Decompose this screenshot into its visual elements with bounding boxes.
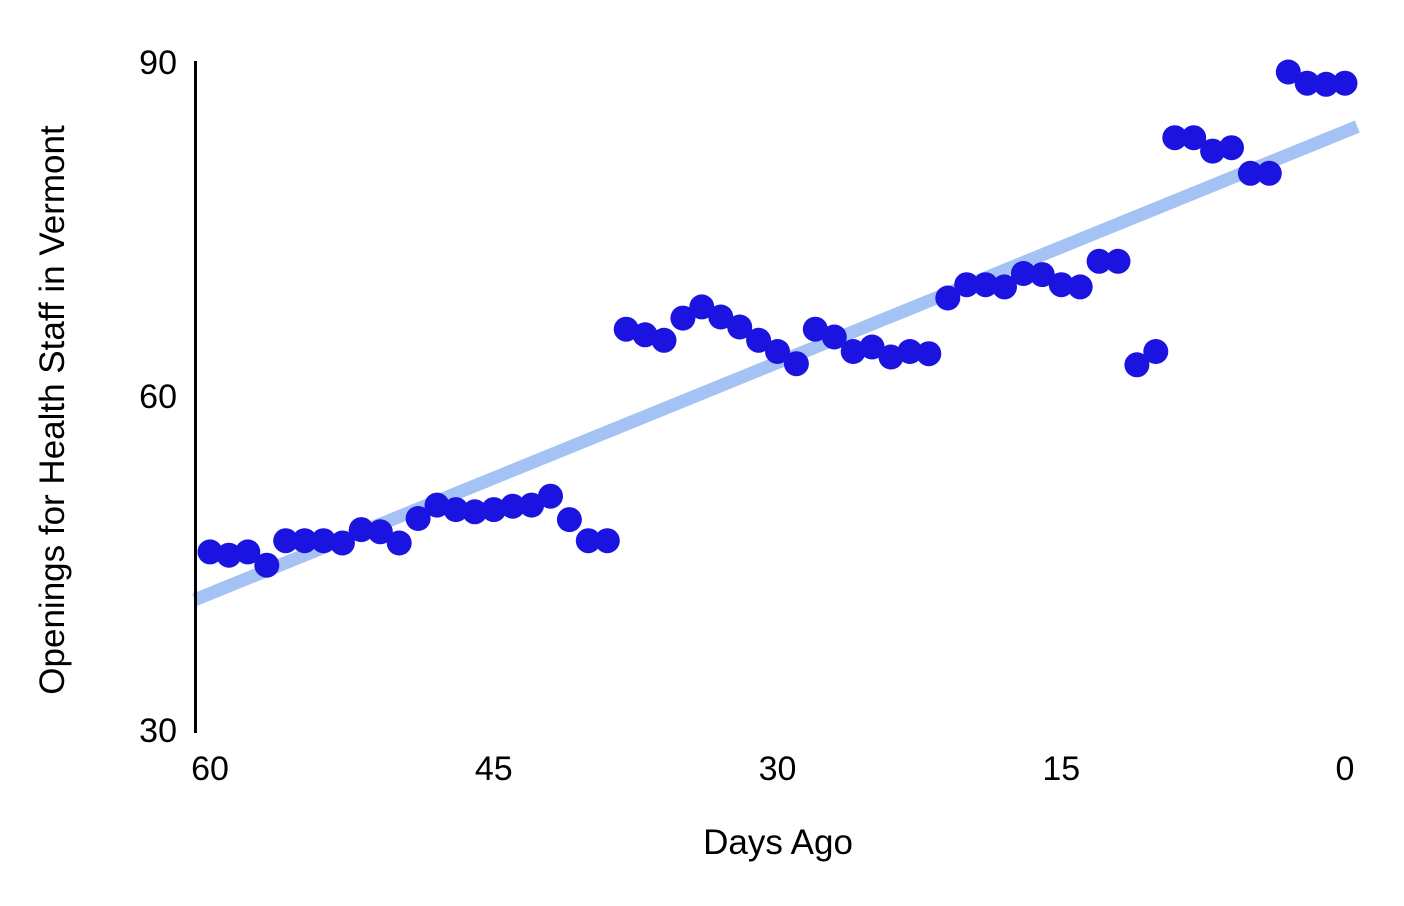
scatter-point — [727, 314, 753, 340]
scatter-point — [500, 493, 526, 519]
y-tick-label: 90 — [139, 44, 177, 82]
scatter-point — [519, 492, 545, 518]
scatter-point — [973, 272, 999, 298]
scatter-point — [311, 528, 336, 554]
scatter-point — [1219, 135, 1244, 161]
x-axis-ticks: 60 45 30 15 0 — [191, 750, 1354, 788]
scatter-point — [216, 542, 242, 568]
scatter-point — [481, 497, 507, 523]
scatter-point — [821, 324, 847, 350]
scatter-point — [1105, 248, 1131, 274]
scatter-point — [632, 322, 658, 348]
scatter-point — [1010, 261, 1036, 286]
scatter-point — [1181, 125, 1207, 151]
scatter-point — [254, 552, 280, 578]
y-axis-title: Openings for Health Staff in Vermont — [33, 125, 72, 695]
scatter-point — [651, 327, 677, 353]
scatter-point — [765, 339, 790, 364]
scatter-point — [575, 528, 601, 554]
scatter-point — [424, 492, 450, 518]
y-tick-label: 30 — [139, 712, 177, 750]
x-tick-label: 15 — [1042, 750, 1080, 788]
x-tick-label: 60 — [191, 750, 229, 788]
scatter-point — [462, 499, 488, 525]
x-tick-label: 30 — [759, 750, 797, 788]
scatter-point — [1143, 339, 1169, 364]
x-axis-title: Days Ago — [703, 823, 853, 862]
scatter-point — [197, 539, 223, 565]
scatter-point — [916, 341, 942, 367]
scatter-point — [443, 497, 469, 523]
scatter-point — [1275, 59, 1301, 85]
scatter-point — [783, 351, 809, 377]
scatter-point — [840, 339, 866, 364]
scatter-point — [1294, 70, 1320, 96]
scatter-point — [1124, 352, 1150, 378]
scatter-point — [935, 285, 961, 311]
scatter-point — [235, 539, 261, 565]
scatter-point — [802, 316, 828, 342]
scatter-point — [1086, 248, 1112, 274]
scatter-point — [1200, 138, 1226, 164]
scatter-point — [1067, 274, 1093, 300]
scatter-point — [1313, 71, 1339, 97]
x-tick-label: 0 — [1336, 750, 1355, 788]
scatter-point — [556, 507, 582, 533]
scatter-point — [386, 530, 412, 556]
scatter-point — [992, 274, 1017, 300]
scatter-point — [613, 316, 639, 342]
scatter-point — [292, 528, 318, 554]
y-tick-label: 60 — [139, 378, 177, 416]
scatter-point — [859, 334, 885, 360]
y-axis-ticks: 30 60 90 — [139, 44, 177, 750]
scatter-point — [538, 483, 563, 509]
scatter-point — [708, 304, 734, 330]
scatter-point — [1048, 272, 1074, 298]
scatter-point — [689, 294, 715, 320]
scatter-points-group — [197, 59, 1358, 578]
scatter-point — [405, 506, 431, 531]
scatter-point — [1332, 70, 1358, 96]
scatter-point — [878, 344, 904, 370]
x-tick-label: 45 — [475, 750, 513, 788]
scatter-point — [1162, 125, 1188, 151]
scatter-point — [954, 272, 980, 298]
scatter-point — [897, 339, 923, 364]
scatter-point — [1256, 160, 1282, 186]
scatter-point — [594, 528, 620, 554]
scatter-point — [329, 530, 355, 556]
scatter-point — [273, 528, 299, 554]
scatter-point — [367, 519, 393, 545]
scatter-point — [348, 517, 374, 543]
scatter-point — [670, 305, 696, 331]
scatter-point — [1029, 262, 1055, 288]
scatter-point — [746, 327, 772, 353]
scatter-point — [1237, 160, 1263, 186]
